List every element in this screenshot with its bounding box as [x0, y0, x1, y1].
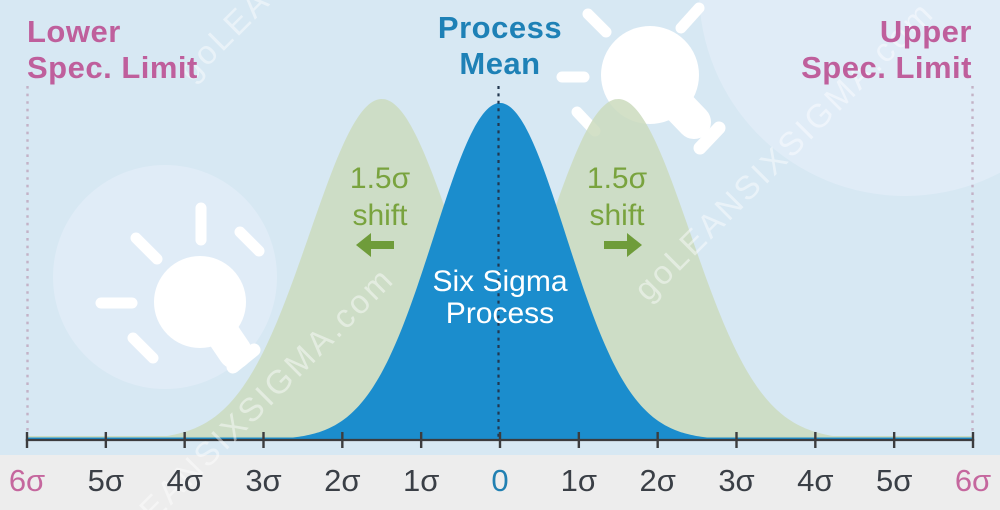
- label-line: Process: [437, 10, 563, 45]
- tick-label: 0: [491, 463, 509, 498]
- label-line: shift: [352, 199, 408, 232]
- tick-label: 4σ: [797, 463, 834, 498]
- tick-label: 2σ: [324, 463, 361, 498]
- tick-label: 3σ: [245, 463, 282, 498]
- distribution-curves: [27, 99, 973, 440]
- tick-label: 5σ: [875, 463, 913, 498]
- curve-shift-right: [27, 99, 973, 440]
- label-line: Upper: [879, 14, 972, 49]
- shift-arrow-left-icon: [356, 233, 394, 257]
- tick-label: 2σ: [639, 463, 676, 498]
- axis-ticks: [25, 432, 975, 448]
- halo-circle-right: [699, 0, 1000, 196]
- curve-shift-left: [27, 99, 973, 440]
- shift-right-label: 1.5σ shift: [587, 160, 647, 234]
- label-line: Lower: [27, 14, 121, 49]
- tick-label: 6σ: [954, 463, 992, 498]
- lightbulb-icon-left: [95, 202, 265, 374]
- curve-six-sigma-process: [27, 103, 973, 440]
- tick-label: 6σ: [8, 463, 46, 498]
- label-line: Six Sigma: [432, 265, 568, 298]
- process-mean-label: Process Mean: [438, 10, 562, 82]
- tick-label: 5σ: [87, 463, 125, 498]
- tick-label: 1σ: [402, 463, 440, 498]
- lightbulb-icon-right: [556, 2, 726, 155]
- label-line: Spec. Limit: [27, 50, 198, 85]
- shift-arrow-right-icon: [604, 233, 642, 257]
- axis-label-band: [0, 455, 1000, 510]
- upper-spec-limit-label: Upper Spec. Limit: [801, 14, 972, 86]
- label-line: Spec. Limit: [801, 50, 972, 85]
- tick-label: 1σ: [560, 463, 598, 498]
- label-line: shift: [589, 199, 645, 232]
- label-line: 1.5σ: [349, 162, 411, 195]
- tick-label: 4σ: [166, 463, 203, 498]
- label-line: Mean: [459, 46, 541, 81]
- lower-spec-limit-label: Lower Spec. Limit: [27, 14, 198, 86]
- label-line: Process: [445, 297, 555, 330]
- tick-label: 3σ: [718, 463, 755, 498]
- shift-left-label: 1.5σ shift: [350, 160, 410, 234]
- six-sigma-process-label: Six Sigma Process: [432, 266, 567, 330]
- label-line: 1.5σ: [586, 162, 648, 195]
